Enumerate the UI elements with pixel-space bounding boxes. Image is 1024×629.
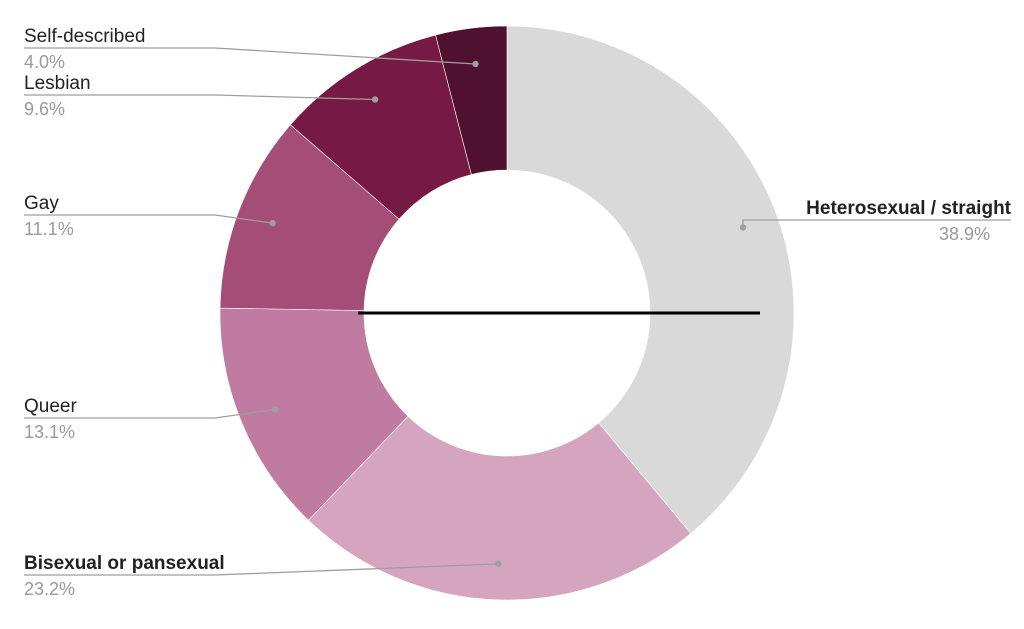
leader-line-queer <box>24 408 276 419</box>
leader-dot-lesbian <box>371 96 379 103</box>
slice-value-self-described: 4.0% <box>24 52 65 72</box>
slice-bisexual-or-pansexual <box>307 415 692 601</box>
slice-heterosexual-straight <box>506 25 795 534</box>
slice-label-self-described: Self-described <box>24 26 145 47</box>
slice-label-heterosexual-straight: Heterosexual / straight <box>806 198 1012 219</box>
slice-label-lesbian: Lesbian <box>24 73 91 94</box>
slice-value-queer: 13.1% <box>24 422 75 442</box>
leader-line-gay <box>24 214 273 224</box>
slices-group <box>219 25 795 601</box>
labels-group: Heterosexual / straight 38.9% Bisexual or … <box>24 26 1012 599</box>
leader-dot-bisexual-or-pansexual <box>495 560 502 568</box>
leader-dot-gay <box>269 219 276 227</box>
slice-value-bisexual-or-pansexual: 23.2% <box>24 579 75 599</box>
slice-value-gay: 11.1% <box>24 219 74 239</box>
slice-value-heterosexual-straight: 38.9% <box>939 224 990 244</box>
leader-dot-heterosexual-straight <box>739 224 747 231</box>
slice-value-lesbian: 9.6% <box>24 99 65 119</box>
leader-dot-self-described <box>472 60 479 68</box>
leader-line-bisexual-or-pansexual <box>24 563 499 576</box>
leader-lines-group <box>24 47 1011 576</box>
leader-line-self-described <box>24 47 476 65</box>
leader-line-lesbian <box>24 94 376 101</box>
slice-label-bisexual-or-pansexual: Bisexual or pansexual <box>24 553 225 574</box>
slice-label-gay: Gay <box>24 193 59 214</box>
leader-dot-queer <box>272 406 279 413</box>
slice-label-queer: Queer <box>24 396 77 417</box>
slice-queer <box>219 307 409 521</box>
